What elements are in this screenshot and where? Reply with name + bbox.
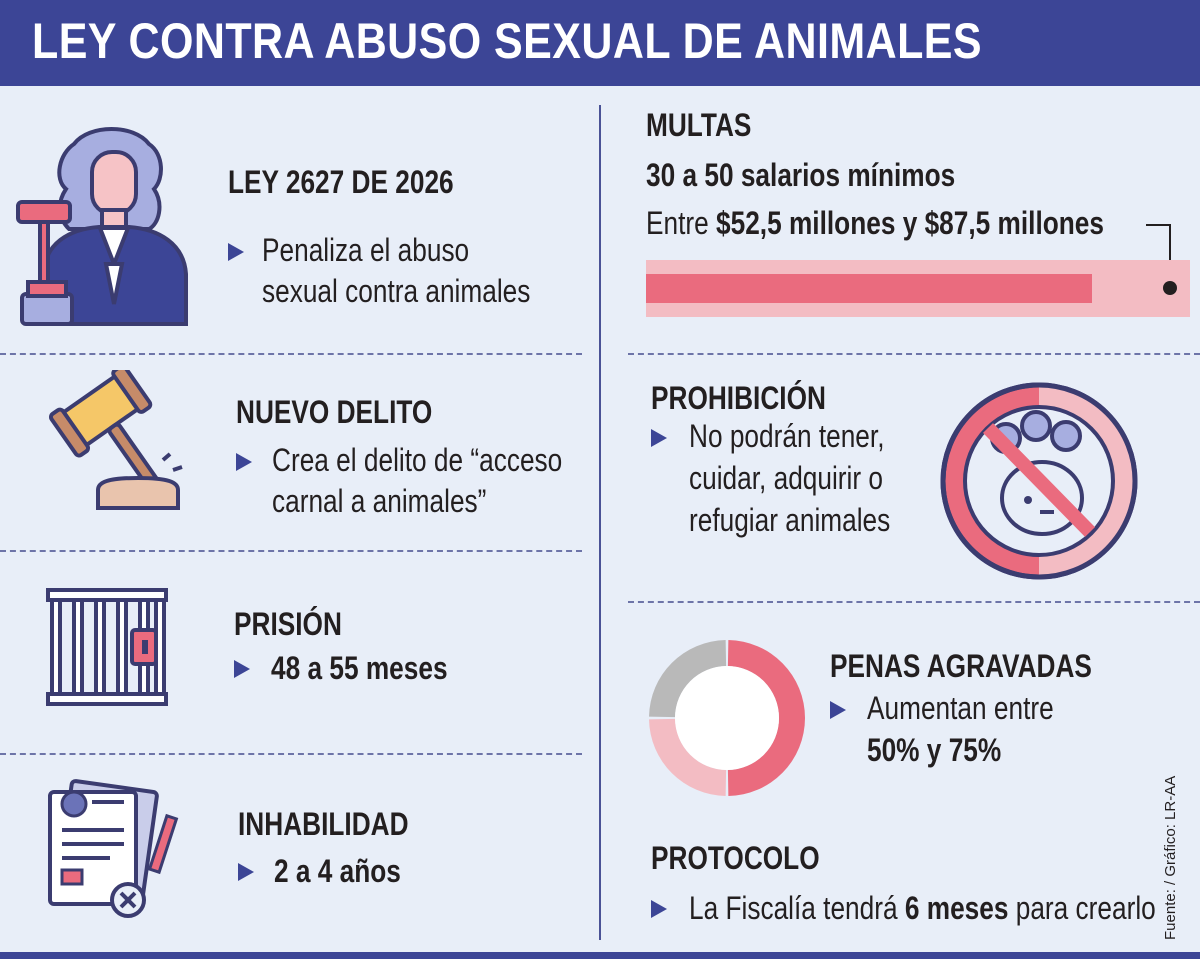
multas-title: MULTAS <box>646 107 752 143</box>
inhabilidad-value: 2 a 4 años <box>274 853 401 889</box>
protocolo-title: PROTOCOLO <box>651 840 820 876</box>
protocolo-bold: 6 meses <box>904 890 1009 926</box>
judge-icon <box>16 127 188 326</box>
bottom-bar <box>0 952 1200 959</box>
multas-range-line: Entre $52,5 millones y $87,5 millones <box>646 205 1104 242</box>
protocolo-pre: La Fiscalía tendrá <box>689 890 905 926</box>
prision-title: PRISIÓN <box>234 606 342 642</box>
delito-line2: carnal a animales” <box>272 483 487 519</box>
penas-line2: 50% y 75% <box>867 732 1002 768</box>
jail-bars-icon <box>46 588 168 706</box>
prohibicion-bullet-icon <box>651 429 667 447</box>
no-pet-icon <box>940 382 1138 580</box>
protocolo-bullet-icon <box>651 900 667 918</box>
divider-right-2 <box>628 601 1200 603</box>
divider-left-2 <box>0 550 582 552</box>
multas-subtitle: 30 a 50 salarios mínimos <box>646 157 956 193</box>
donut-segment-1 <box>727 640 805 796</box>
penas-donut-chart <box>649 640 805 796</box>
divider-right-1 <box>628 353 1200 355</box>
vertical-divider <box>599 105 601 940</box>
inhabilidad-title: INHABILIDAD <box>238 806 409 842</box>
protocolo-post: para crearlo <box>1008 890 1156 926</box>
penas-line1: Aumentan entre <box>867 690 1054 726</box>
multas-bar-end-dot <box>1163 281 1177 295</box>
protocolo-line: La Fiscalía tendrá 6 meses para crearlo <box>689 890 1156 927</box>
prohibicion-line3: refugiar animales <box>689 502 891 538</box>
delito-line1: Crea el delito de “acceso <box>272 442 563 478</box>
divider-left-1 <box>0 353 582 355</box>
penas-title: PENAS AGRAVADAS <box>830 648 1092 684</box>
multas-prefix: Entre <box>646 205 717 241</box>
multas-bar-fill <box>646 274 1092 303</box>
prision-value: 48 a 55 meses <box>271 650 448 686</box>
divider-left-3 <box>0 753 582 755</box>
ley-line2: sexual contra animales <box>262 273 531 309</box>
penas-bullet-icon <box>830 701 846 719</box>
ley-bullet-icon <box>228 243 244 261</box>
source-credit: Fuente: / Gráfico: LR-AA <box>1162 775 1179 940</box>
donut-segment-3 <box>649 640 727 718</box>
donut-segment-2 <box>649 718 727 796</box>
prohibicion-line2: cuidar, adquirir o <box>689 460 883 496</box>
header-bar: LEY CONTRA ABUSO SEXUAL DE ANIMALES <box>0 0 1200 86</box>
multas-range: $52,5 millones y $87,5 millones <box>716 205 1104 241</box>
page-title: LEY CONTRA ABUSO SEXUAL DE ANIMALES <box>32 13 982 69</box>
prision-bullet-icon <box>234 660 250 678</box>
delito-bullet-icon <box>236 453 252 471</box>
delito-title: NUEVO DELITO <box>236 394 433 430</box>
inhabilidad-bullet-icon <box>238 863 254 881</box>
ley-title: LEY 2627 DE 2026 <box>228 164 454 200</box>
donut-hole <box>675 666 779 770</box>
gavel-icon <box>48 370 183 510</box>
prohibicion-title: PROHIBICIÓN <box>651 380 826 416</box>
ley-line1: Penaliza el abuso <box>262 232 470 268</box>
document-cancel-icon <box>48 779 179 918</box>
prohibicion-line1: No podrán tener, <box>689 418 885 454</box>
